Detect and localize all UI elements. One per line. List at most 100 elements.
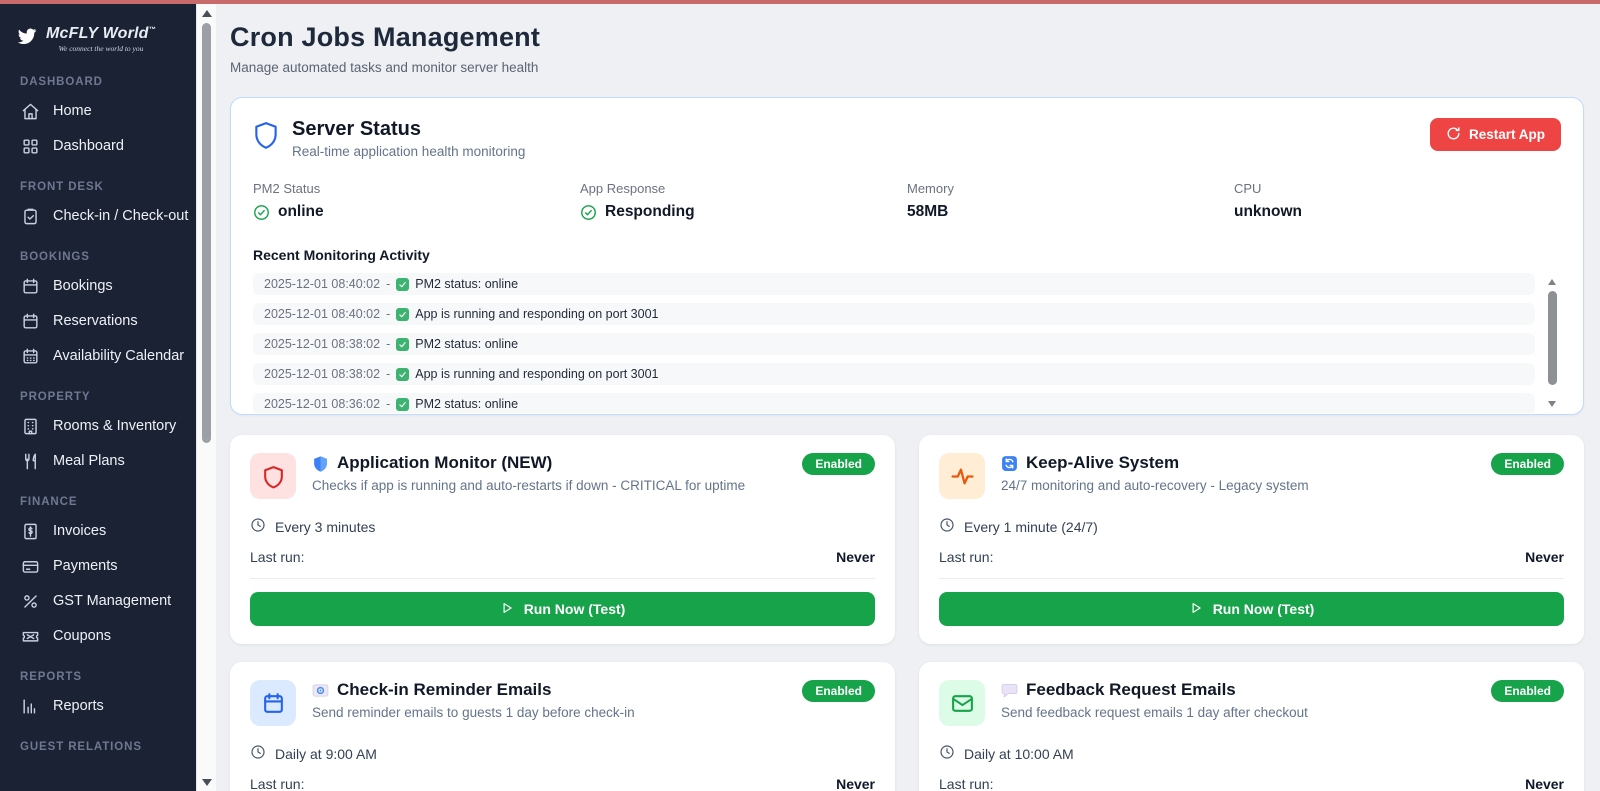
envelope-icon xyxy=(939,680,985,726)
bird-icon xyxy=(16,26,38,51)
clock-icon xyxy=(250,744,266,763)
page-title: Cron Jobs Management xyxy=(230,22,541,52)
calendar-icon xyxy=(20,276,40,296)
sidebar-item-label: Home xyxy=(53,103,92,119)
sidebar-item-label: Reports xyxy=(53,698,104,714)
sidebar-item-label: Invoices xyxy=(53,523,107,539)
job-description: Send feedback request emails 1 day after… xyxy=(1001,705,1308,720)
job-schedule: Every 3 minutes xyxy=(275,518,376,535)
stat-value: unknown xyxy=(1234,203,1303,220)
sidebar-item-gst-management[interactable]: GST Management xyxy=(0,584,196,619)
server-status-title: Server Status xyxy=(292,118,421,140)
section-label-bookings: BOOKINGS xyxy=(20,250,90,263)
job-title: Keep-Alive System xyxy=(1026,453,1180,472)
scrollbar-up-arrow[interactable] xyxy=(1548,279,1556,285)
sidebar-item-rooms-inventory[interactable]: Rooms & Inventory xyxy=(0,409,196,444)
scrollbar-down-arrow[interactable] xyxy=(201,779,212,786)
stat-label: PM2 Status xyxy=(253,181,321,196)
activity-heading: Recent Monitoring Activity xyxy=(253,247,430,263)
sidebar-item-label: GST Management xyxy=(53,593,172,609)
email-at-emoji-icon xyxy=(312,682,329,699)
log-scrollbar[interactable] xyxy=(1545,275,1559,411)
sidebar-item-reports[interactable]: Reports xyxy=(0,689,196,724)
home-icon xyxy=(20,101,40,121)
speech-bubble-emoji-icon xyxy=(1001,682,1018,699)
last-run-label: Last run: xyxy=(939,776,994,791)
sidebar-item-label: Reservations xyxy=(53,313,138,329)
section-label-front-desk: FRONT DESK xyxy=(20,180,104,193)
job-schedule: Daily at 10:00 AM xyxy=(964,745,1074,762)
sidebar-item-label: Meal Plans xyxy=(53,453,125,469)
job-description: 24/7 monitoring and auto-recovery - Lega… xyxy=(1001,478,1309,493)
sidebar-item-bookings[interactable]: Bookings xyxy=(0,269,196,304)
clock-icon xyxy=(250,517,266,536)
red-shield-icon xyxy=(250,453,296,499)
run-now-button[interactable]: Run Now (Test) xyxy=(250,592,875,626)
play-icon xyxy=(500,601,514,618)
sidebar-item-label: Payments xyxy=(53,558,118,574)
scrollbar-up-arrow[interactable] xyxy=(201,10,212,17)
sidebar-item-label: Rooms & Inventory xyxy=(53,418,177,434)
top-accent-bar xyxy=(0,0,1600,4)
scrollbar-down-arrow[interactable] xyxy=(1548,401,1556,407)
last-run-label: Last run: xyxy=(250,549,305,565)
brand-tagline: We connect the world to you xyxy=(58,44,144,53)
check-circle-icon xyxy=(253,204,270,221)
blue-refresh-emoji-icon xyxy=(1001,455,1018,472)
sidebar-item-home[interactable]: Home xyxy=(0,94,196,129)
stat-label: App Response xyxy=(580,181,666,196)
brand-logo[interactable]: McFLY World™ We connect the world to you xyxy=(0,4,196,59)
sidebar-scrollbar[interactable] xyxy=(196,4,216,791)
calendar-icon xyxy=(250,680,296,726)
run-now-button[interactable]: Run Now (Test) xyxy=(939,592,1564,626)
sidebar: McFLY World™ We connect the world to you… xyxy=(0,0,196,791)
stat-pm2-status: PM2 Status online xyxy=(253,181,580,221)
job-card-application-monitor: Application Monitor (NEW) Checks if app … xyxy=(230,435,895,644)
stat-app-response: App Response Responding xyxy=(580,181,907,221)
invoice-icon xyxy=(20,521,40,541)
sidebar-item-label: Availability Calendar xyxy=(53,348,185,364)
sidebar-item-meal-plans[interactable]: Meal Plans xyxy=(0,444,196,479)
log-row: 2025-12-01 08:36:02 - PM2 status: online xyxy=(253,393,1535,413)
sidebar-item-coupons[interactable]: Coupons xyxy=(0,619,196,654)
log-row: 2025-12-01 08:38:02 - PM2 status: online xyxy=(253,333,1535,355)
clipboard-check-icon xyxy=(20,206,40,226)
refresh-icon xyxy=(1446,126,1461,144)
ticket-icon xyxy=(20,626,40,646)
last-run-value: Never xyxy=(1525,549,1564,565)
last-run-value: Never xyxy=(836,549,875,565)
sidebar-item-checkin-checkout[interactable]: Check-in / Check-out xyxy=(0,199,196,234)
sidebar-item-availability-calendar[interactable]: Availability Calendar xyxy=(0,339,196,374)
building-icon xyxy=(20,416,40,436)
pulse-icon xyxy=(939,453,985,499)
sidebar-item-invoices[interactable]: Invoices xyxy=(0,514,196,549)
green-check-square-icon xyxy=(396,307,410,321)
status-badge: Enabled xyxy=(1491,680,1564,702)
status-badge: Enabled xyxy=(1491,453,1564,475)
main-content: Cron Jobs Management Manage automated ta… xyxy=(216,4,1600,791)
status-badge: Enabled xyxy=(802,453,875,475)
sidebar-item-payments[interactable]: Payments xyxy=(0,549,196,584)
sidebar-item-reservations[interactable]: Reservations xyxy=(0,304,196,339)
last-run-label: Last run: xyxy=(939,549,994,565)
green-check-square-icon xyxy=(396,397,410,411)
scrollbar-thumb[interactable] xyxy=(202,23,211,443)
calendar-days-icon xyxy=(20,346,40,366)
last-run-label: Last run: xyxy=(250,776,305,791)
section-label-guest-relations: GUEST RELATIONS xyxy=(20,740,142,753)
stat-value: Responding xyxy=(605,203,695,220)
scrollbar-thumb[interactable] xyxy=(1547,291,1557,385)
job-title: Check-in Reminder Emails xyxy=(337,680,552,699)
green-check-square-icon xyxy=(396,277,410,291)
job-description: Send reminder emails to guests 1 day bef… xyxy=(312,705,635,720)
restart-app-button[interactable]: Restart App xyxy=(1429,118,1561,151)
stat-memory: Memory 58MB xyxy=(907,181,1234,221)
blue-shield-emoji-icon xyxy=(312,455,329,472)
last-run-value: Never xyxy=(836,776,875,791)
sidebar-item-dashboard[interactable]: Dashboard xyxy=(0,129,196,164)
percent-icon xyxy=(20,591,40,611)
log-row: 2025-12-01 08:40:02 - PM2 status: online xyxy=(253,273,1535,295)
section-label-finance: FINANCE xyxy=(20,495,78,508)
last-run-value: Never xyxy=(1525,776,1564,791)
sidebar-item-label: Bookings xyxy=(53,278,113,294)
